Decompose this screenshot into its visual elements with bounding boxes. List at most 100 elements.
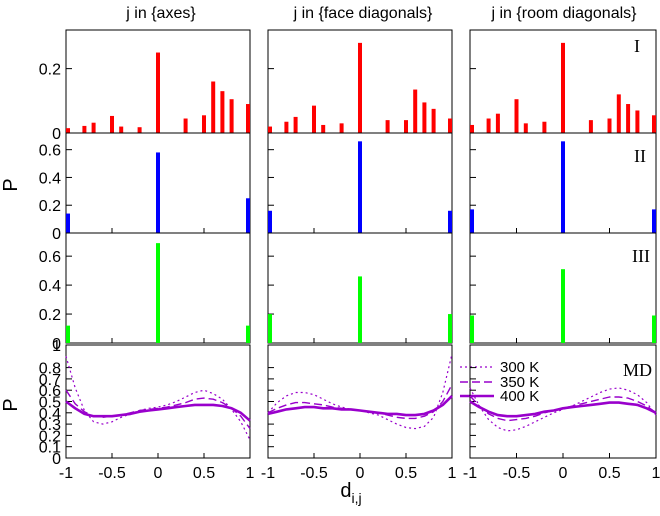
series-line-400-k bbox=[267, 394, 453, 417]
bar bbox=[119, 126, 124, 133]
panel-II-face-diagonals bbox=[267, 132, 453, 234]
panel-MD-room-diagonals: -1 -0.5 0 0.5 1 bbox=[463, 344, 660, 482]
row-tag-III: III bbox=[632, 246, 650, 266]
bar bbox=[470, 124, 474, 133]
x-tick-label: -1 bbox=[463, 465, 477, 482]
bar bbox=[220, 91, 225, 133]
bar bbox=[431, 108, 436, 133]
panel-I-face-diagonals bbox=[267, 29, 453, 134]
x-tick-label: 1 bbox=[652, 465, 660, 482]
bar bbox=[448, 314, 452, 343]
bar bbox=[607, 118, 612, 133]
y-tick-label: 0.2 bbox=[39, 307, 61, 324]
bar bbox=[542, 121, 547, 133]
legend-label: 400 K bbox=[500, 388, 539, 405]
legend-label: 350 K bbox=[500, 374, 539, 391]
bar bbox=[246, 325, 250, 343]
bar bbox=[268, 126, 272, 133]
bar bbox=[202, 115, 206, 133]
x-axis-label: di,j bbox=[340, 480, 361, 506]
legend-label: 300 K bbox=[500, 359, 539, 376]
bar bbox=[616, 94, 621, 133]
y-tick-label: 0.5 bbox=[39, 395, 61, 412]
series-line-400-k bbox=[469, 400, 657, 418]
bar bbox=[268, 210, 272, 233]
bar bbox=[358, 141, 362, 233]
row-tag-II: II bbox=[634, 146, 646, 166]
bar bbox=[652, 209, 656, 233]
y-tick-label: 0.4 bbox=[39, 170, 61, 187]
bar bbox=[246, 104, 250, 133]
y-axis-label-lower: P bbox=[0, 398, 22, 411]
x-tick-label: -1 bbox=[261, 465, 275, 482]
bar bbox=[156, 52, 160, 133]
bar bbox=[652, 315, 656, 343]
bar bbox=[486, 118, 491, 133]
series-line-300-k bbox=[65, 356, 251, 441]
bar bbox=[448, 118, 452, 133]
bar bbox=[66, 128, 70, 133]
y-tick-label: 1 bbox=[52, 338, 61, 355]
x-tick-label: -1 bbox=[59, 465, 73, 482]
bar bbox=[404, 120, 408, 133]
x-tick-label: 0 bbox=[356, 465, 365, 482]
y-tick-label: 0 bbox=[52, 226, 61, 243]
panel-III-face-diagonals bbox=[267, 232, 453, 344]
bar bbox=[588, 120, 593, 133]
bar bbox=[268, 314, 272, 343]
panel-I-axes: 00.2 bbox=[39, 29, 251, 143]
bar bbox=[635, 110, 640, 133]
x-tick-label: -0.5 bbox=[300, 465, 328, 482]
x-tick-label: 1 bbox=[246, 465, 255, 482]
x-tick-label: 0 bbox=[154, 465, 163, 482]
bar bbox=[183, 118, 188, 133]
bar bbox=[413, 89, 418, 133]
panel-II-axes: 0 0.2 0.4 0.6 bbox=[39, 132, 251, 243]
y-tick-label: 0.2 bbox=[39, 428, 61, 445]
bar bbox=[358, 42, 362, 133]
bar bbox=[110, 115, 114, 133]
x-tick-label: 0.5 bbox=[598, 465, 620, 482]
bar bbox=[66, 213, 70, 233]
y-axis-label-upper: P bbox=[0, 178, 22, 191]
bar bbox=[561, 269, 565, 343]
series-line-350-k bbox=[267, 384, 453, 420]
bar bbox=[293, 116, 298, 133]
row-tag-I: I bbox=[634, 36, 640, 56]
bar bbox=[91, 122, 96, 133]
column-title-axes: j in {axes} bbox=[125, 5, 196, 22]
panel-MD-axes: 00.10.20.30.40.50.60.70.81-1 -0.5 0 0.5 1 bbox=[39, 338, 255, 482]
x-tick-label: -0.5 bbox=[503, 465, 531, 482]
y-tick-label: 0.6 bbox=[39, 249, 61, 266]
bar bbox=[156, 243, 160, 343]
x-tick-label: 0.5 bbox=[193, 465, 215, 482]
bar bbox=[652, 115, 656, 133]
x-tick-label: -0.5 bbox=[98, 465, 126, 482]
y-tick-label: 0.8 bbox=[39, 361, 61, 378]
bar bbox=[495, 113, 500, 133]
panels-group: 00.200.20.40.600.20.40.600.10.20.30.40.5… bbox=[39, 29, 660, 482]
panel-frame bbox=[267, 344, 453, 459]
y-tick-label: 0.7 bbox=[39, 372, 61, 389]
bar bbox=[156, 152, 160, 233]
y-tick-label: 0.6 bbox=[39, 383, 61, 400]
panel-III-room-diagonals bbox=[469, 232, 657, 344]
bar bbox=[561, 141, 565, 233]
y-tick-label: 0.2 bbox=[39, 62, 61, 79]
bar bbox=[470, 315, 474, 343]
bar bbox=[626, 104, 631, 133]
y-tick-label: 0.3 bbox=[39, 417, 61, 434]
bar bbox=[448, 210, 452, 233]
x-axis-label-main: d bbox=[340, 480, 351, 502]
y-tick-label: 0.6 bbox=[39, 143, 61, 160]
bar bbox=[246, 198, 250, 233]
bar bbox=[137, 127, 142, 133]
bar bbox=[82, 125, 87, 133]
y-tick-label: 0 bbox=[52, 126, 61, 143]
bar bbox=[211, 81, 216, 133]
x-tick-label: 0.5 bbox=[395, 465, 417, 482]
y-tick-label: 0 bbox=[52, 336, 61, 353]
bar bbox=[66, 325, 70, 343]
